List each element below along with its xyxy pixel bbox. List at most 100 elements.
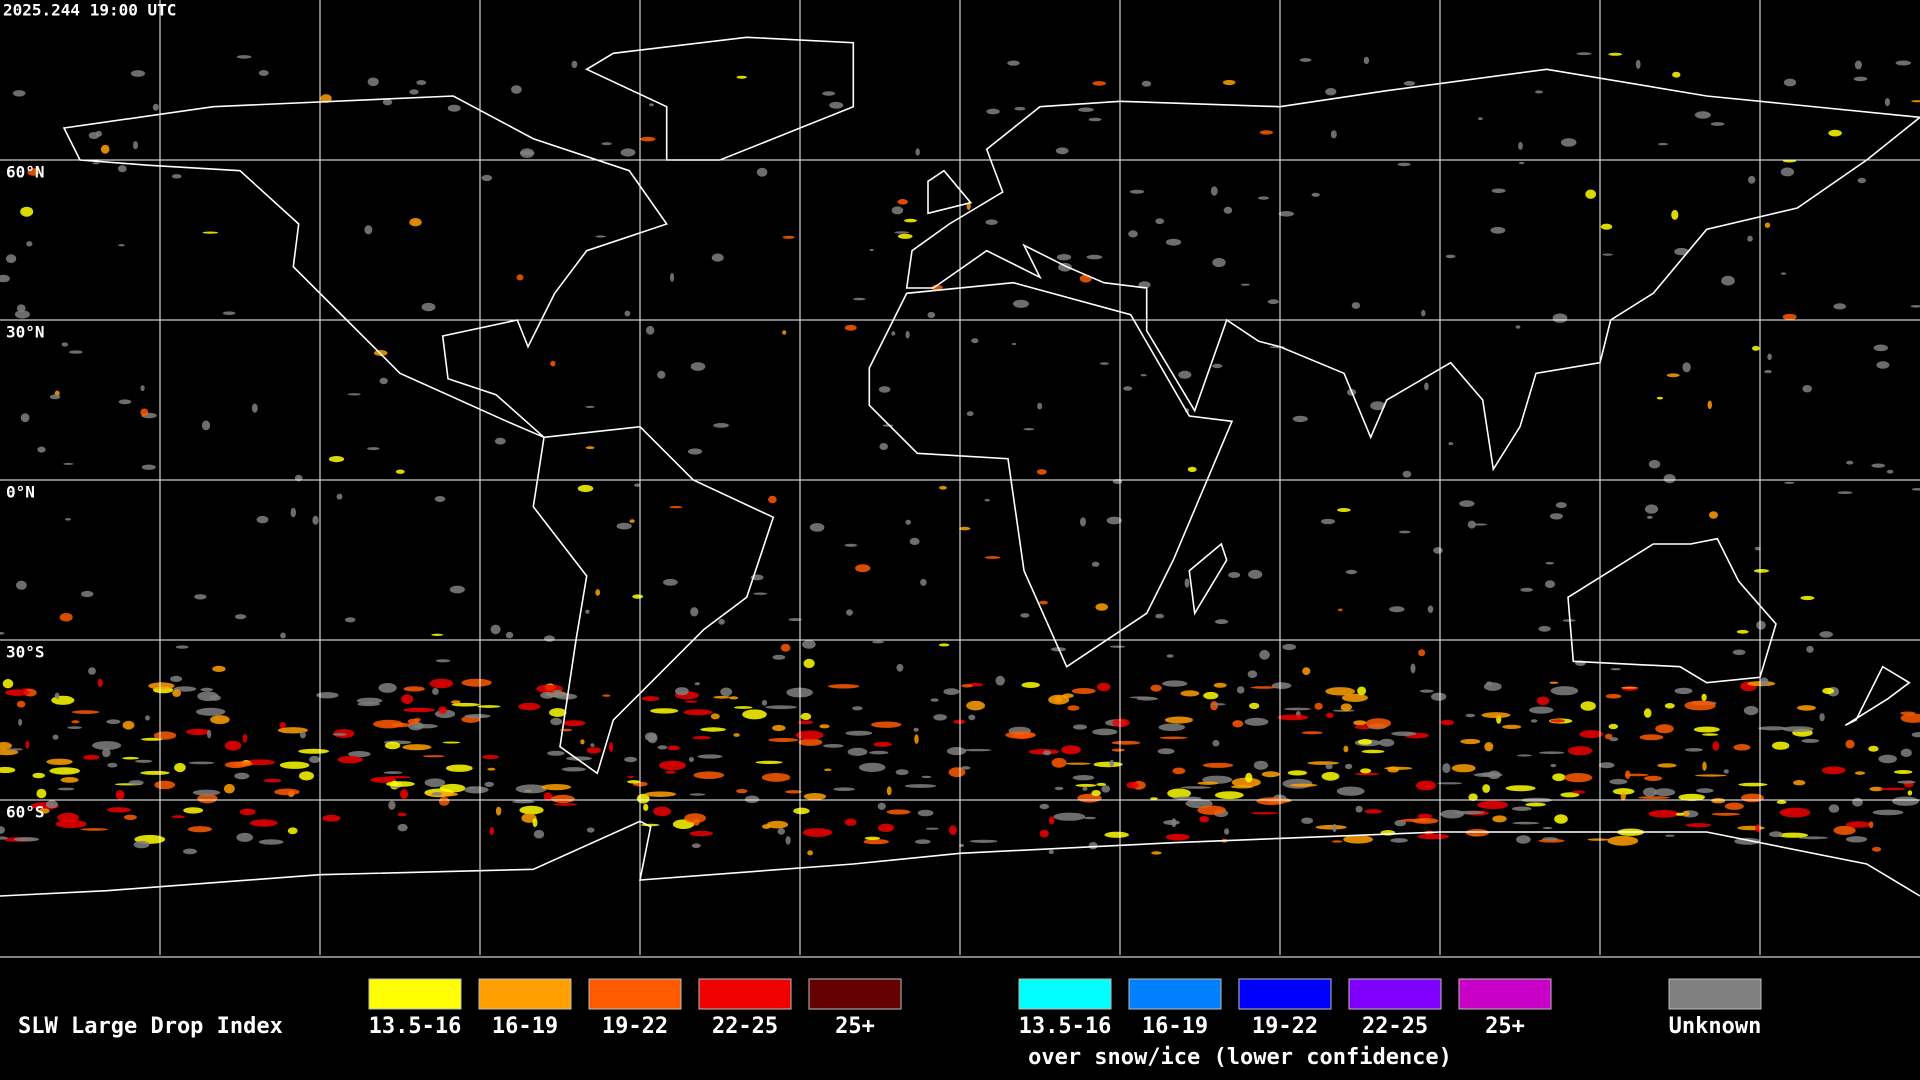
cloud-speck: [183, 848, 197, 855]
cloud-speck: [187, 826, 212, 833]
cloud-speck: [72, 710, 100, 714]
cloud-speck: [1869, 786, 1884, 792]
cloud-speck: [481, 174, 493, 182]
cloud-speck: [1712, 741, 1720, 751]
cloud-speck: [971, 338, 979, 344]
cloud-speck: [798, 720, 814, 725]
cloud-speck: [487, 767, 496, 771]
cloud-speck: [995, 675, 1005, 686]
cloud-speck: [1798, 836, 1829, 840]
cloud-speck: [616, 522, 632, 530]
legend-label: 16-19: [492, 1014, 558, 1039]
cloud-speck: [1696, 788, 1714, 793]
cloud-speck: [1051, 757, 1067, 768]
cloud-speck: [533, 829, 545, 839]
cloud-speck: [1656, 396, 1663, 400]
cloud-speck: [1666, 373, 1680, 378]
cloud-speck: [1299, 58, 1312, 62]
cloud-speck: [1048, 694, 1070, 705]
cloud-speck: [298, 748, 330, 754]
cloud-speck: [1054, 786, 1064, 791]
cloud-speck: [370, 776, 397, 783]
cloud-speck: [1644, 775, 1663, 782]
cloud-speck: [1431, 692, 1447, 701]
cloud-speck: [1355, 805, 1363, 813]
cloud-speck: [207, 729, 212, 739]
cloud-speck: [337, 755, 363, 764]
legend-label: 19-22: [1252, 1014, 1318, 1039]
cloud-speck: [212, 665, 226, 673]
cloud-speck: [1579, 730, 1604, 739]
cloud-speck: [1013, 299, 1029, 308]
cloud-speck: [1417, 813, 1433, 819]
cloud-speck: [1797, 705, 1816, 711]
cloud-speck: [379, 377, 388, 385]
cloud-speck: [391, 722, 411, 728]
cloud-speck: [172, 689, 182, 697]
cloud-speck: [1391, 731, 1417, 736]
cloud-speck: [344, 617, 356, 623]
cloud-speck: [1542, 837, 1558, 841]
cloud-speck: [755, 760, 783, 765]
cloud-speck: [684, 700, 698, 703]
cloud-speck: [1259, 649, 1270, 660]
legend-swatch: [588, 978, 682, 1010]
cloud-speck: [969, 839, 998, 843]
cloud-speck: [1036, 469, 1047, 475]
cloud-speck: [1043, 750, 1051, 756]
cloud-speck: [1245, 772, 1253, 783]
cloud-speck: [1674, 247, 1689, 256]
cloud-speck: [915, 839, 931, 844]
cloud-speck: [1244, 717, 1269, 726]
cloud-speck: [852, 706, 863, 711]
cloud-speck: [1585, 189, 1597, 199]
cloud-speck: [1365, 718, 1392, 729]
cloud-speck: [384, 741, 401, 750]
cloud-speck: [367, 447, 380, 451]
cloud-speck: [39, 808, 50, 814]
cloud-speck: [1215, 619, 1229, 625]
cloud-speck: [1780, 272, 1787, 275]
cloud-speck: [1289, 783, 1318, 787]
cloud-speck: [1756, 620, 1766, 630]
cloud-speck: [1876, 361, 1890, 369]
legend-swatch: [1238, 978, 1332, 1010]
cloud-speck: [1379, 738, 1395, 747]
cloud-speck: [489, 827, 495, 836]
cloud-speck: [1020, 613, 1030, 618]
cloud-speck: [20, 413, 30, 423]
cloud-speck: [1331, 840, 1343, 843]
cloud-speck: [1390, 838, 1408, 843]
cloud-speck: [585, 609, 590, 614]
cloud-speck: [95, 130, 103, 137]
cloud-speck: [512, 800, 535, 804]
cloud-speck: [1542, 826, 1553, 830]
cloud-speck: [202, 231, 219, 234]
cloud-speck: [1387, 766, 1400, 773]
cloud-speck: [1675, 812, 1684, 816]
cloud-speck: [1159, 736, 1188, 740]
legend-label: 13.5-16: [369, 1014, 462, 1039]
cloud-speck: [1737, 825, 1765, 831]
cloud-speck: [873, 741, 892, 747]
cloud-speck: [1165, 238, 1182, 246]
cloud-speck: [383, 771, 403, 774]
cloud-speck: [667, 745, 680, 751]
cloud-speck: [1448, 442, 1454, 446]
cloud-speck: [1345, 569, 1358, 575]
cloud-speck: [736, 789, 748, 794]
cloud-speck: [1353, 720, 1367, 726]
cloud-speck: [1702, 761, 1707, 771]
cloud-speck: [1454, 810, 1485, 815]
cloud-speck: [256, 515, 269, 524]
cloud-speck: [1683, 810, 1690, 817]
cloud-speck: [687, 448, 703, 455]
legend-title: SLW Large Drop Index: [18, 1014, 283, 1039]
cloud-speck: [1845, 739, 1855, 749]
cloud-speck: [1857, 177, 1867, 184]
cloud-speck: [653, 806, 671, 817]
cloud-speck: [547, 750, 565, 756]
cloud-speck: [689, 793, 706, 796]
cloud-speck: [800, 712, 812, 721]
cloud-speck: [16, 700, 26, 708]
